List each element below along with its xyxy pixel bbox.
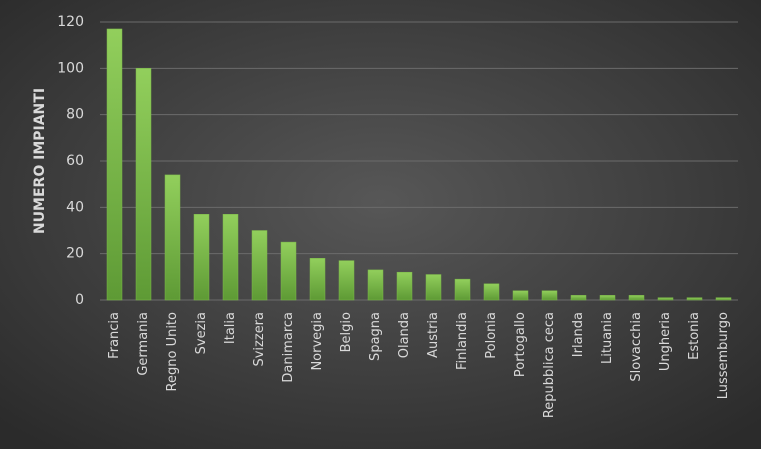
- x-tick-label: Olanda: [397, 312, 412, 358]
- bar: [164, 174, 181, 301]
- bar: [251, 230, 268, 301]
- x-tick-label: Norvegia: [310, 312, 325, 371]
- x-tick-label: Slovacchia: [629, 312, 644, 382]
- x-tick-label: Francia: [107, 312, 122, 359]
- x-tick-label: Regno Unito: [165, 312, 180, 391]
- x-tick-label: Italia: [223, 312, 238, 344]
- bar: [483, 283, 500, 301]
- x-tick-label: Lituania: [600, 312, 615, 364]
- x-tick-label: Finlandia: [455, 312, 470, 370]
- x-tick-label: Repubblica ceca: [542, 312, 557, 418]
- bar: [512, 290, 529, 301]
- bar: [425, 274, 442, 301]
- y-tick-label: 20: [66, 246, 84, 262]
- x-tick-label: Portogallo: [513, 312, 528, 377]
- bar: [193, 214, 210, 301]
- y-tick-label: 0: [75, 292, 84, 308]
- bar: [280, 241, 297, 301]
- bar: [106, 28, 123, 301]
- bar: [222, 214, 239, 301]
- bar: [367, 269, 384, 301]
- x-tick-label: Irlanda: [571, 312, 586, 357]
- y-axis-label: NUMERO IMPIANTI: [32, 88, 48, 234]
- bar: [628, 295, 645, 301]
- bar: [338, 260, 355, 301]
- x-tick-label: Belgio: [339, 312, 354, 352]
- x-tick-label: Danimarca: [281, 312, 296, 383]
- y-tick-label: 60: [66, 153, 84, 169]
- x-tick-label: Estonia: [687, 312, 702, 360]
- x-tick-label: Austria: [426, 312, 441, 358]
- y-tick-label: 120: [57, 14, 84, 30]
- y-tick-label: 100: [57, 60, 84, 76]
- x-tick-label: Spagna: [368, 312, 383, 361]
- bar: [715, 297, 732, 301]
- bar: [454, 278, 471, 301]
- bar: [309, 258, 326, 301]
- y-tick-label: 80: [66, 107, 84, 123]
- bar: [686, 297, 703, 301]
- x-tick-label: Svezia: [194, 312, 209, 354]
- bar: [541, 290, 558, 301]
- bar: [570, 295, 587, 301]
- x-tick-label: Ungheria: [658, 312, 673, 371]
- x-tick-label: Polonia: [484, 312, 499, 359]
- bar: [396, 271, 413, 301]
- x-tick-label: Lussemburgo: [716, 312, 731, 399]
- bar: [657, 297, 674, 301]
- bar: [599, 295, 616, 301]
- x-tick-label: Svizzera: [252, 312, 267, 367]
- y-tick-label: 40: [66, 199, 84, 215]
- x-tick-label: Germania: [136, 312, 151, 376]
- bar: [135, 68, 152, 301]
